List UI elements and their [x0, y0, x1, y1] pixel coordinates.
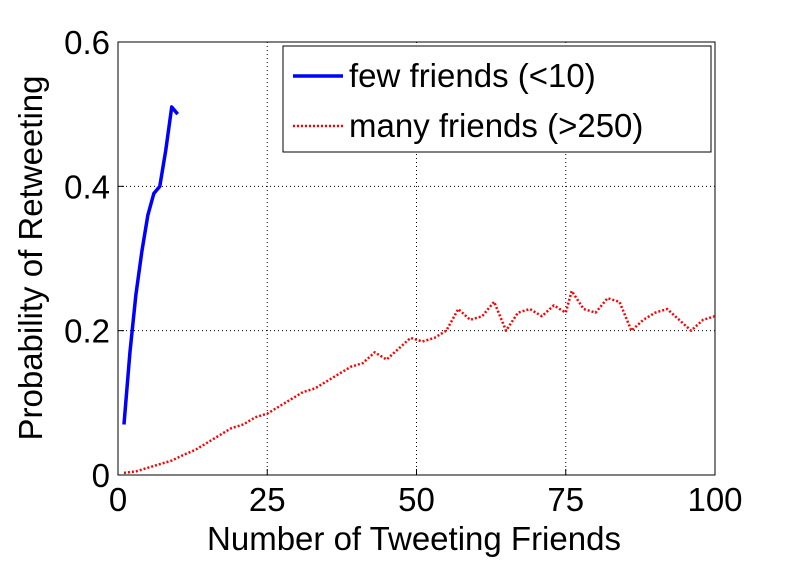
y-tick-label: 0.6 [64, 24, 110, 61]
legend-box [282, 45, 712, 153]
x-tick-label: 50 [398, 481, 435, 518]
x-tick-label: 25 [249, 481, 286, 518]
x-tick-label: 75 [547, 481, 584, 518]
x-axis-label: Number of Tweeting Friends [207, 520, 621, 557]
x-tick-label: 100 [687, 481, 742, 518]
y-tick-label: 0.4 [64, 168, 110, 205]
y-tick-label: 0 [92, 457, 110, 494]
line-series [122, 105, 180, 425]
line-series [123, 289, 716, 475]
y-axis-label: Probability of Retweeting [12, 75, 49, 440]
x-tick-label: 0 [109, 481, 127, 518]
y-tick-label: 0.2 [64, 313, 110, 350]
axes-box [117, 41, 716, 476]
legend-label: few friends (<10) [349, 57, 596, 94]
legend-label: many friends (>250) [349, 107, 643, 144]
